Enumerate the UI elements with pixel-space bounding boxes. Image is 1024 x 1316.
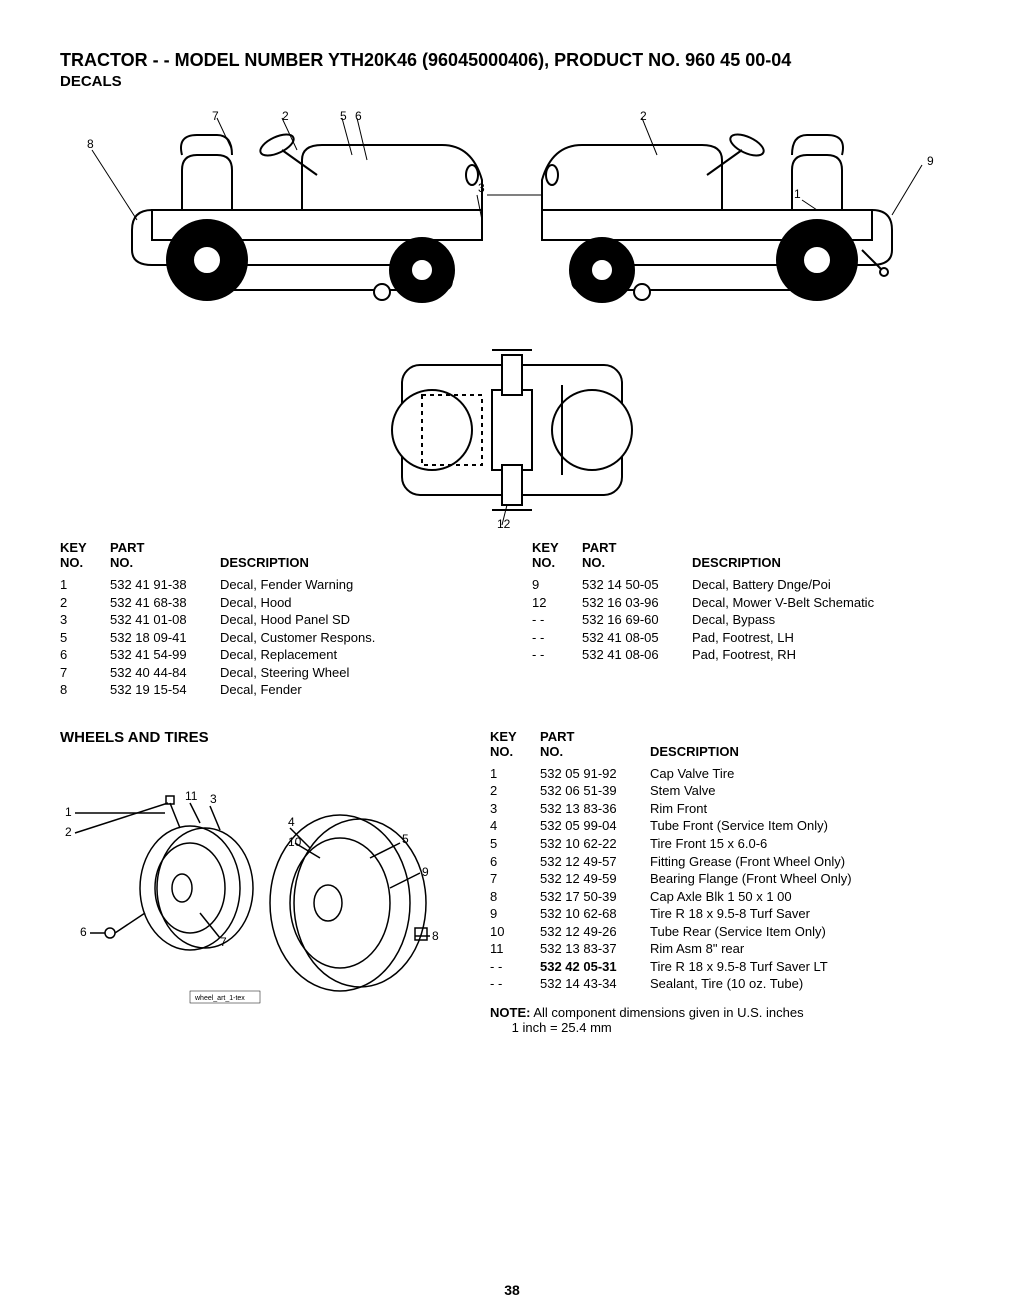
svg-text:2: 2 bbox=[65, 825, 72, 839]
svg-text:11: 11 bbox=[185, 789, 198, 803]
svg-text:7: 7 bbox=[220, 935, 227, 949]
col-header-part: PARTNO. bbox=[110, 540, 220, 570]
parts-row: 1532 41 91-38Decal, Fender Warning bbox=[60, 576, 492, 594]
wheels-title: WHEELS AND TIRES bbox=[60, 729, 440, 746]
parts-row: 6532 12 49-57Fitting Grease (Front Wheel… bbox=[490, 853, 964, 871]
parts-row: - -532 16 69-60Decal, Bypass bbox=[532, 611, 964, 629]
parts-row: 7532 12 49-59Bearing Flange (Front Wheel… bbox=[490, 870, 964, 888]
decals-parts-left: KEYNO. PARTNO. DESCRIPTION 1532 41 91-38… bbox=[60, 540, 492, 699]
wheels-diagram: 1 2 11 3 4 10 5 9 7 6 8 wheel_art_1-tex bbox=[60, 758, 440, 1008]
col-header-desc: DESCRIPTION bbox=[650, 729, 964, 759]
parts-row: 11532 13 83-37Rim Asm 8" rear bbox=[490, 940, 964, 958]
parts-row: 8532 19 15-54Decal, Fender bbox=[60, 681, 492, 699]
parts-row: 3532 41 01-08Decal, Hood Panel SD bbox=[60, 611, 492, 629]
parts-row: - -532 14 43-34Sealant, Tire (10 oz. Tub… bbox=[490, 975, 964, 993]
wheels-section: WHEELS AND TIRES bbox=[60, 729, 964, 1035]
parts-row: 4532 05 99-04Tube Front (Service Item On… bbox=[490, 817, 964, 835]
svg-text:9: 9 bbox=[422, 865, 429, 879]
svg-text:8: 8 bbox=[87, 137, 94, 151]
parts-row: 9532 14 50-05Decal, Battery Dnge/Poi bbox=[532, 576, 964, 594]
parts-row: - -532 41 08-05Pad, Footrest, LH bbox=[532, 629, 964, 647]
parts-row: 7532 40 44-84Decal, Steering Wheel bbox=[60, 664, 492, 682]
svg-text:10: 10 bbox=[288, 835, 302, 849]
col-header-desc: DESCRIPTION bbox=[692, 540, 964, 570]
col-header-key: KEYNO. bbox=[60, 540, 110, 570]
svg-text:3: 3 bbox=[478, 181, 485, 195]
decals-parts-right: KEYNO. PARTNO. DESCRIPTION 9532 14 50-05… bbox=[532, 540, 964, 699]
parts-row: 8532 17 50-39Cap Axle Blk 1 50 x 1 00 bbox=[490, 888, 964, 906]
parts-row: 2532 06 51-39Stem Valve bbox=[490, 782, 964, 800]
svg-text:1: 1 bbox=[65, 805, 72, 819]
parts-row: 1532 05 91-92Cap Valve Tire bbox=[490, 765, 964, 783]
parts-row: 6532 41 54-99Decal, Replacement bbox=[60, 646, 492, 664]
svg-text:9: 9 bbox=[927, 154, 934, 168]
page-number: 38 bbox=[0, 1282, 1024, 1298]
svg-text:12: 12 bbox=[497, 517, 511, 530]
parts-row: - -532 41 08-06Pad, Footrest, RH bbox=[532, 646, 964, 664]
svg-text:2: 2 bbox=[282, 110, 289, 123]
wheels-note: NOTE: All component dimensions given in … bbox=[490, 1005, 964, 1035]
svg-text:1: 1 bbox=[794, 187, 801, 201]
svg-text:4: 4 bbox=[288, 815, 295, 829]
svg-text:2: 2 bbox=[640, 110, 647, 123]
parts-row: - -532 42 05-31Tire R 18 x 9.5-8 Turf Sa… bbox=[490, 958, 964, 976]
svg-text:8: 8 bbox=[432, 929, 439, 943]
svg-text:6: 6 bbox=[80, 925, 87, 939]
col-header-key: KEYNO. bbox=[490, 729, 540, 759]
parts-row: 5532 10 62-22Tire Front 15 x 6.0-6 bbox=[490, 835, 964, 853]
decals-diagram: 8 7 2 5 6 3 2 1 9 12 bbox=[60, 110, 964, 530]
svg-text:5: 5 bbox=[402, 832, 409, 846]
parts-row: 9532 10 62-68Tire R 18 x 9.5-8 Turf Save… bbox=[490, 905, 964, 923]
svg-text:5: 5 bbox=[340, 110, 347, 123]
parts-row: 12532 16 03-96Decal, Mower V-Belt Schema… bbox=[532, 594, 964, 612]
svg-text:wheel_art_1-tex: wheel_art_1-tex bbox=[194, 995, 245, 1002]
col-header-key: KEYNO. bbox=[532, 540, 582, 570]
decals-parts-grid: KEYNO. PARTNO. DESCRIPTION 1532 41 91-38… bbox=[60, 540, 964, 699]
parts-row: 2532 41 68-38Decal, Hood bbox=[60, 594, 492, 612]
parts-row: 5532 18 09-41Decal, Customer Respons. bbox=[60, 629, 492, 647]
svg-text:3: 3 bbox=[210, 792, 217, 806]
parts-row: 3532 13 83-36Rim Front bbox=[490, 800, 964, 818]
col-header-part: PARTNO. bbox=[582, 540, 692, 570]
svg-text:7: 7 bbox=[212, 110, 219, 123]
svg-text:6: 6 bbox=[355, 110, 362, 123]
page-subtitle: DECALS bbox=[60, 73, 964, 90]
page-title: TRACTOR - - MODEL NUMBER YTH20K46 (96045… bbox=[60, 50, 964, 71]
col-header-desc: DESCRIPTION bbox=[220, 540, 492, 570]
col-header-part: PARTNO. bbox=[540, 729, 650, 759]
parts-row: 10532 12 49-26Tube Rear (Service Item On… bbox=[490, 923, 964, 941]
